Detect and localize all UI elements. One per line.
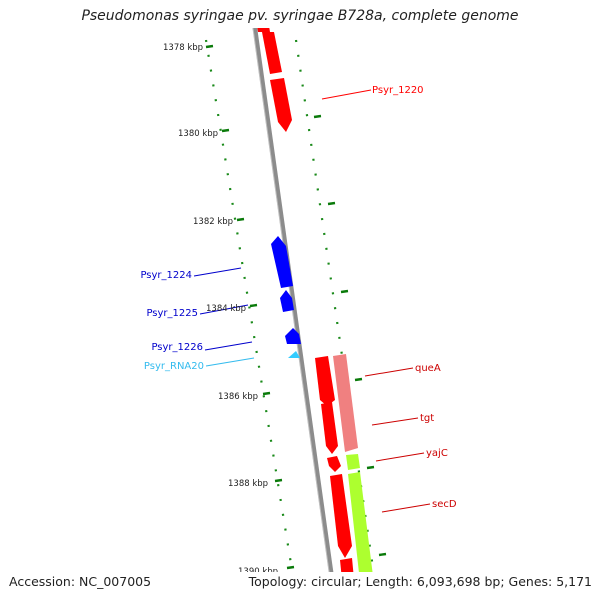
- tick-label-1382: 1382 kbp: [193, 217, 233, 227]
- tick-label-1388: 1388 kbp: [228, 479, 268, 489]
- cds-reverse-blue[interactable]: [271, 236, 301, 344]
- genome-backbone: [252, 28, 334, 572]
- tick-label-1380: 1380 kbp: [178, 129, 218, 139]
- cds-forward-lower[interactable]: [315, 356, 356, 600]
- genome-title: Pseudomonas syringae pv. syringae B728a,…: [81, 8, 519, 24]
- gene-labels: Psyr_1220 Psyr_1224 Psyr_1225 Psyr_1226 …: [140, 85, 456, 510]
- rna-feature[interactable]: [288, 351, 300, 358]
- green-feature[interactable]: [346, 454, 376, 600]
- gene-label-secd[interactable]: secD: [432, 499, 457, 510]
- gene-label-psyr-1220[interactable]: Psyr_1220: [372, 85, 424, 96]
- gene-label-psyr-1224[interactable]: Psyr_1224: [140, 270, 192, 281]
- gene-label-psyr-1225[interactable]: Psyr_1225: [146, 308, 198, 319]
- accession-label: Accession: NC_007005: [9, 574, 152, 589]
- gene-label-tgt[interactable]: tgt: [420, 413, 434, 424]
- genome-stats: Topology: circular; Length: 6,093,698 bp…: [248, 574, 592, 589]
- gene-label-psyr-1226[interactable]: Psyr_1226: [151, 342, 203, 353]
- gene-label-yajc[interactable]: yajC: [426, 448, 448, 459]
- tick-label-1378: 1378 kbp: [163, 43, 203, 53]
- tick-labels: 1378 kbp 1380 kbp 1382 kbp 1384 kbp 1386…: [163, 43, 278, 577]
- tick-label-1386: 1386 kbp: [218, 392, 258, 402]
- label-leaders: [193, 89, 431, 513]
- tick-label-1390: 1390 kbp: [238, 567, 278, 577]
- cds-forward-upper[interactable]: [256, 20, 292, 132]
- tick-marks-left: [205, 44, 295, 570]
- tick-marks-right: [313, 114, 387, 557]
- gene-label-psyr-rna20[interactable]: Psyr_RNA20: [144, 361, 204, 372]
- tick-label-1384: 1384 kbp: [206, 304, 246, 314]
- gene-label-quea[interactable]: queA: [415, 363, 441, 374]
- cds-forward-light[interactable]: [333, 354, 358, 600]
